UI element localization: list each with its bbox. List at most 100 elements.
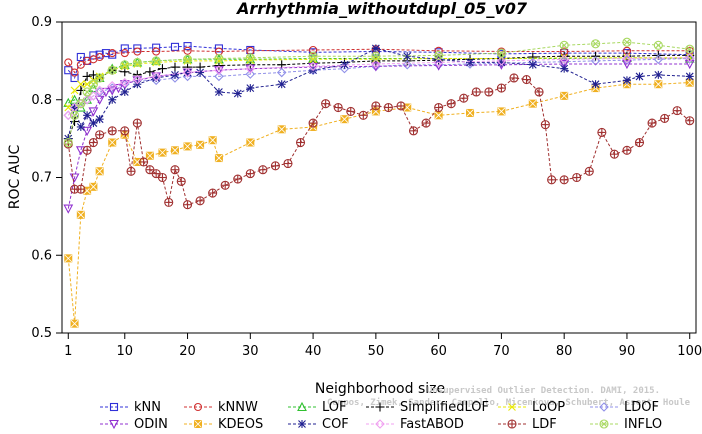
data-point-knnw-0 xyxy=(64,58,73,67)
series-line-fastabod xyxy=(67,57,690,116)
legend-item-knnw: kNNW xyxy=(184,400,258,415)
data-point-knn-10 xyxy=(152,43,161,52)
data-point-inflo-20 xyxy=(653,40,663,50)
data-point-kdeos-2 xyxy=(76,210,85,219)
data-point-ldf-13 xyxy=(157,172,167,183)
data-point-fastabod-17 xyxy=(559,54,569,65)
data-point-inflo-18 xyxy=(591,39,601,49)
data-point-ldf-58 xyxy=(685,116,695,126)
data-point-ldf-51 xyxy=(597,127,607,137)
data-point-kdeos-24 xyxy=(497,107,506,116)
data-point-ldf-32 xyxy=(371,101,381,111)
legend-item-cof: COF xyxy=(288,417,349,432)
data-point-loop-3 xyxy=(83,80,91,89)
data-point-kdeos-4 xyxy=(89,182,98,191)
y-tick-label-3: 0.8 xyxy=(31,93,52,108)
data-point-ldof-13 xyxy=(245,69,256,79)
data-point-cof-4 xyxy=(89,119,98,128)
data-point-fastabod-6 xyxy=(107,80,117,91)
data-point-inflo-6 xyxy=(107,65,117,75)
data-point-ldf-27 xyxy=(308,118,318,128)
data-point-kdeos-0 xyxy=(64,254,73,263)
series-layer xyxy=(63,37,695,328)
data-point-ldf-21 xyxy=(233,174,243,184)
data-point-kdeos-17 xyxy=(277,125,286,134)
data-point-kdeos-12 xyxy=(183,142,192,151)
data-point-inflo-1 xyxy=(70,110,80,120)
data-point-ldf-49 xyxy=(572,172,582,183)
x-tick-label-0: 1 xyxy=(64,344,72,359)
data-point-knnw-9 xyxy=(152,47,161,56)
data-point-knn-6 xyxy=(101,49,110,58)
data-point-fastabod-16 xyxy=(496,56,507,66)
data-point-kdeos-13 xyxy=(196,140,205,149)
data-point-inflo-19 xyxy=(622,37,632,47)
data-point-ldof-12 xyxy=(214,71,224,82)
legend-marker-simplifiedlof xyxy=(375,402,385,412)
data-point-inflo-16 xyxy=(496,48,506,58)
data-point-odin-3 xyxy=(82,126,93,137)
data-point-ldf-56 xyxy=(660,113,670,123)
data-point-loop-2 xyxy=(76,80,85,89)
series-ldf xyxy=(63,73,695,210)
data-point-kdeos-19 xyxy=(340,115,349,124)
data-point-cof-5 xyxy=(95,115,104,124)
data-point-ldf-44 xyxy=(521,74,532,85)
x-axis: 1 10 20 30 40 50 60 70 80 90 100 xyxy=(64,333,702,359)
data-point-inflo-14 xyxy=(371,51,381,61)
data-point-ldf-4 xyxy=(88,137,98,148)
data-point-knnw-5 xyxy=(95,52,104,62)
legend-label-kdeos: KDEOS xyxy=(218,417,263,432)
x-tick-label-7: 70 xyxy=(493,344,510,359)
legend-marker-knnw xyxy=(193,402,203,412)
data-point-inflo-12 xyxy=(245,53,255,63)
data-point-kdeos-5 xyxy=(95,167,104,176)
data-point-ldf-23 xyxy=(258,165,268,175)
data-point-fastabod-11 xyxy=(214,65,224,75)
legend-item-inflo: INFLO xyxy=(590,417,662,432)
data-point-ldf-40 xyxy=(471,87,481,97)
legend-item-ldof: LDOF xyxy=(590,400,659,415)
data-point-ldf-46 xyxy=(540,120,550,130)
legend-marker-fastabod xyxy=(375,419,385,429)
legend-label-ldof: LDOF xyxy=(624,400,659,415)
legend-marker-odin xyxy=(109,419,119,430)
data-point-ldf-38 xyxy=(446,99,456,109)
data-point-ldf-54 xyxy=(634,137,645,148)
x-tick-label-3: 30 xyxy=(242,344,259,359)
watermark-line-2: Campos, Zimek, Sander, Campello, Micenko… xyxy=(327,397,691,408)
data-point-kdeos-9 xyxy=(145,151,154,160)
y-axis-label: ROC AUC xyxy=(7,144,23,209)
data-point-fastabod-18 xyxy=(622,53,632,64)
data-point-cof-29 xyxy=(654,70,663,79)
data-point-fastabod-10 xyxy=(182,67,193,78)
data-point-ldof-10 xyxy=(170,73,180,83)
data-point-simplifiedlof-3 xyxy=(82,71,92,81)
data-point-simplifiedlof-9 xyxy=(145,67,155,77)
data-point-cof-26 xyxy=(591,80,600,89)
data-point-ldf-10 xyxy=(139,157,149,167)
data-point-ldf-30 xyxy=(346,106,356,116)
data-point-ldof-24 xyxy=(590,56,601,66)
data-point-kdeos-22 xyxy=(434,111,443,120)
x-tick-label-5: 50 xyxy=(368,344,385,359)
data-point-ldf-39 xyxy=(459,93,469,103)
data-point-loop-1 xyxy=(70,86,79,95)
data-point-cof-7 xyxy=(120,87,129,96)
data-point-ldf-34 xyxy=(396,101,406,111)
data-point-loop-0 xyxy=(64,103,73,112)
data-point-kdeos-25 xyxy=(528,99,537,108)
legend-label-odin: ODIN xyxy=(134,417,168,432)
legend-marker-knn xyxy=(109,402,119,412)
data-point-knn-12 xyxy=(183,42,192,51)
data-point-cof-3 xyxy=(83,111,92,120)
data-point-inflo-15 xyxy=(434,50,444,60)
data-point-ldf-14 xyxy=(164,197,174,207)
data-point-kdeos-14 xyxy=(208,136,217,145)
data-point-inflo-3 xyxy=(82,87,92,97)
data-point-kdeos-16 xyxy=(246,138,255,147)
legend-marker-cof xyxy=(298,420,306,428)
data-point-cof-15 xyxy=(246,84,255,93)
data-point-loop-13 xyxy=(309,55,317,64)
data-point-odin-7 xyxy=(107,86,118,96)
